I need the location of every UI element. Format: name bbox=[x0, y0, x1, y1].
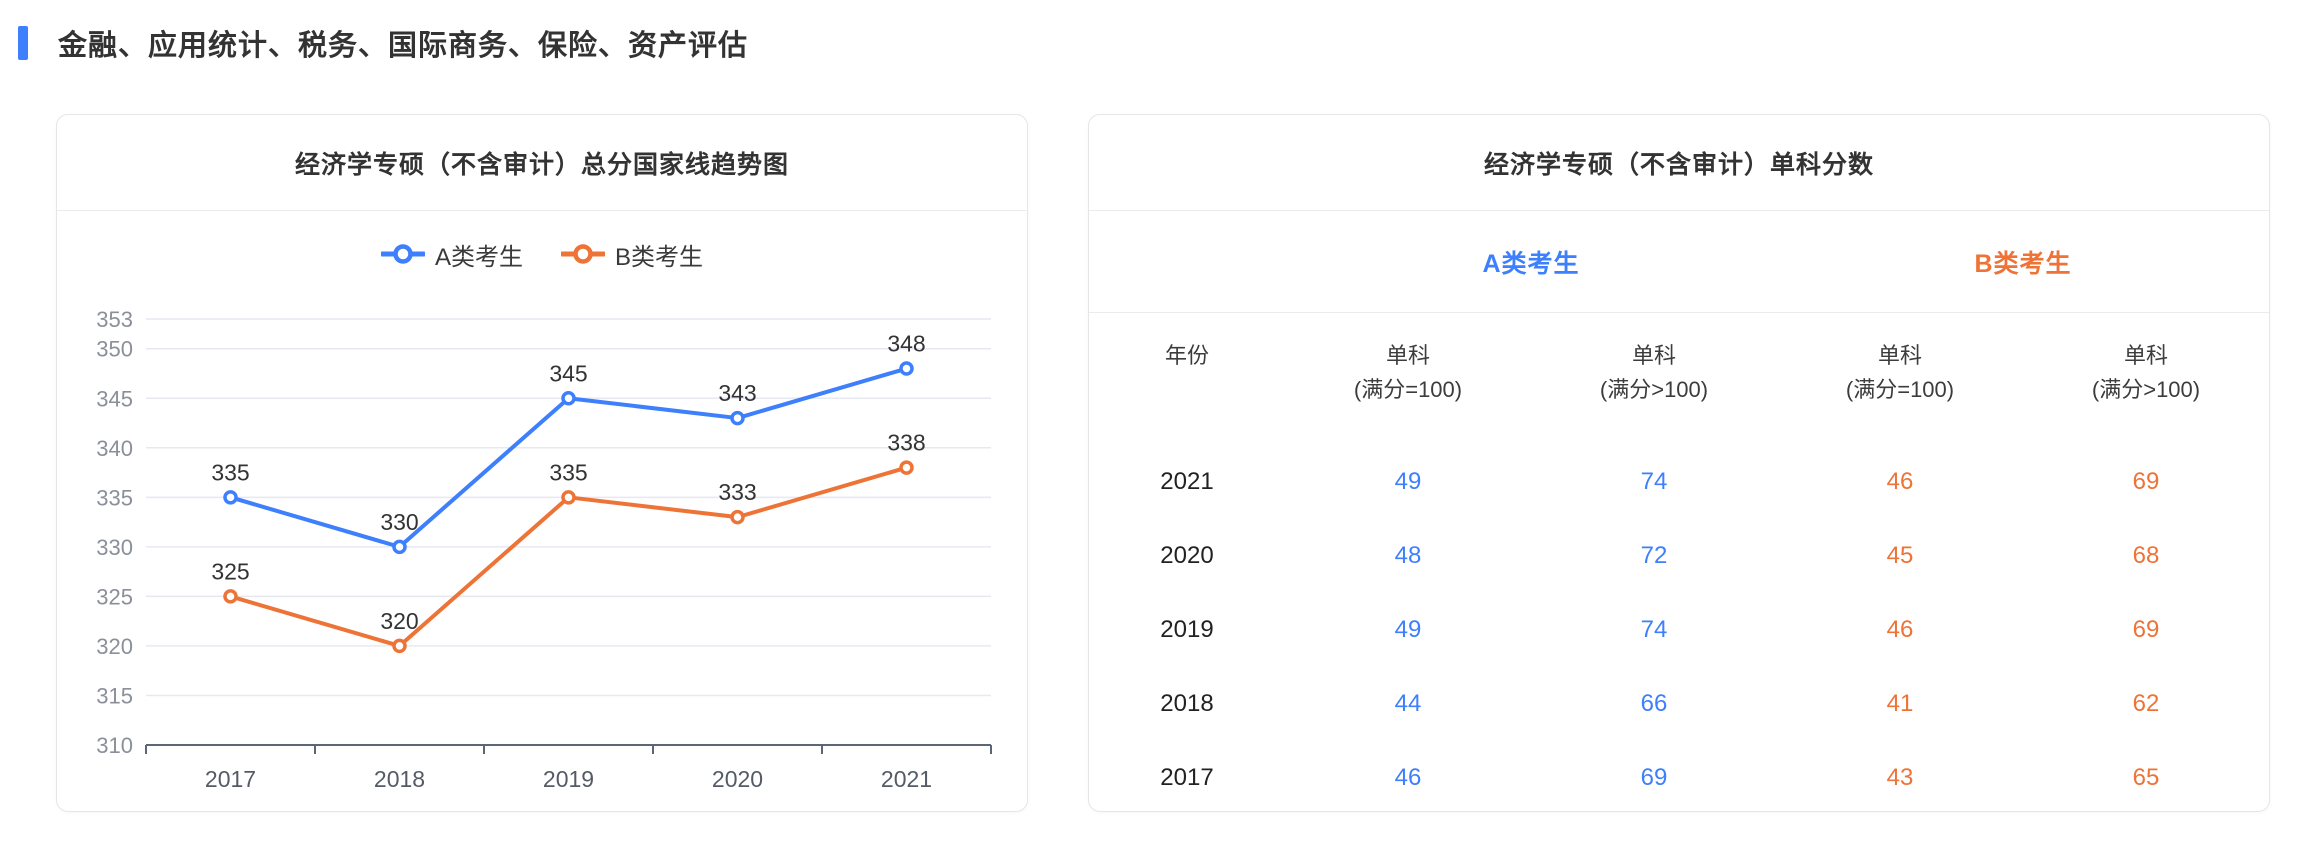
y-axis-tick-label: 353 bbox=[96, 307, 133, 332]
x-axis-tick-label: 2018 bbox=[374, 766, 425, 792]
data-point-label: 345 bbox=[549, 360, 587, 386]
data-point-label: 333 bbox=[718, 479, 756, 505]
column-header-0: 单科 (满分=100) bbox=[1285, 339, 1531, 407]
y-axis-tick-label: 320 bbox=[96, 634, 133, 659]
y-axis-tick-label: 335 bbox=[96, 485, 133, 510]
score-cell: 74 bbox=[1640, 468, 1668, 495]
y-axis-tick-label: 340 bbox=[96, 436, 133, 461]
data-point-A类考生-2019[interactable] bbox=[561, 391, 576, 406]
year-cell: 2017 bbox=[1160, 764, 1214, 791]
column-header-label: 单科 bbox=[1631, 343, 1676, 368]
legend-marker-icon bbox=[380, 244, 425, 264]
data-point-B类考生-2017[interactable] bbox=[223, 589, 238, 604]
legend-label: A类考生 bbox=[434, 243, 523, 271]
score-cell: 69 bbox=[2132, 468, 2160, 495]
score-cell: 43 bbox=[1886, 764, 1914, 791]
data-point-A类考生-2017[interactable] bbox=[223, 490, 238, 505]
column-header-year: 年份 bbox=[1164, 343, 1209, 368]
score-cell: 69 bbox=[1640, 764, 1668, 791]
legend-item-A类考生[interactable]: A类考生 bbox=[380, 237, 523, 272]
column-header-label: 单科 bbox=[1385, 343, 1430, 368]
score-cell: 62 bbox=[2132, 690, 2160, 717]
legend-marker-icon bbox=[561, 244, 605, 264]
accent-bar-icon bbox=[18, 26, 28, 60]
table-card-title: 经济学专硕（不含审计）单科分数 bbox=[1089, 115, 2269, 211]
data-point-label: 325 bbox=[211, 558, 249, 584]
data-point-label: 348 bbox=[887, 331, 925, 357]
legend-label: B类考生 bbox=[615, 243, 704, 271]
y-axis-tick-label: 350 bbox=[96, 337, 133, 362]
x-axis-tick-label: 2019 bbox=[543, 766, 594, 792]
score-cell: 72 bbox=[1640, 542, 1668, 569]
data-point-label: 335 bbox=[211, 459, 249, 485]
data-point-label: 330 bbox=[380, 509, 418, 535]
group-header-A类考生: A类考生 bbox=[1482, 249, 1580, 278]
column-header-2: 单科 (满分=100) bbox=[1777, 339, 2023, 407]
data-point-A类考生-2018[interactable] bbox=[392, 539, 407, 555]
table-column-header-row: 年份 单科 (满分=100) 单科 (满分>100) 单科 (满分=100) 单科 (满分>10… bbox=[1089, 313, 2269, 407]
score-cell: 69 bbox=[2132, 616, 2160, 643]
year-cell: 2019 bbox=[1160, 616, 1214, 643]
legend-item-B类考生[interactable]: B类考生 bbox=[561, 237, 703, 272]
data-point-label: 338 bbox=[887, 430, 925, 456]
data-point-label: 320 bbox=[380, 608, 418, 634]
column-header-label: 单科 bbox=[2123, 343, 2168, 368]
group-header-B类考生: B类考生 bbox=[1974, 249, 2072, 278]
year-cell: 2020 bbox=[1160, 542, 1214, 569]
y-axis-tick-label: 315 bbox=[96, 683, 133, 708]
page-title: 金融、应用统计、税务、国际商务、保险、资产评估 bbox=[58, 30, 749, 62]
score-cell: 41 bbox=[1886, 690, 1914, 717]
x-axis-tick-label: 2017 bbox=[205, 766, 256, 792]
data-point-label: 343 bbox=[718, 380, 756, 406]
chart-legend: A类考生 B类考生 bbox=[57, 237, 1027, 272]
column-header-1: 单科 (满分>100) bbox=[1531, 339, 1777, 407]
y-axis-tick-label: 325 bbox=[96, 584, 133, 609]
section-header: 金融、应用统计、税务、国际商务、保险、资产评估 bbox=[18, 22, 2304, 64]
data-point-B类考生-2018[interactable] bbox=[392, 638, 407, 654]
score-cell: 44 bbox=[1394, 690, 1422, 717]
table-row-2019: 2019 49 74 46 69 bbox=[1089, 593, 2269, 667]
data-point-B类考生-2019[interactable] bbox=[561, 490, 576, 505]
score-cell: 68 bbox=[2132, 542, 2160, 569]
score-cell: 48 bbox=[1394, 542, 1422, 569]
table-row-2021: 2021 49 74 46 69 bbox=[1089, 445, 2269, 519]
score-cell: 46 bbox=[1886, 468, 1914, 495]
column-header-sublabel: (满分=100) bbox=[1353, 377, 1463, 402]
chart-card-title: 经济学专硕（不含审计）总分国家线趋势图 bbox=[57, 115, 1027, 211]
table-row-2018: 2018 44 66 41 62 bbox=[1089, 667, 2269, 741]
column-header-3: 单科 (满分>100) bbox=[2023, 339, 2269, 407]
score-cell: 46 bbox=[1886, 616, 1914, 643]
table-row-2017: 2017 46 69 43 65 bbox=[1089, 741, 2269, 811]
content-area: 经济学专硕（不含审计）总分国家线趋势图 A类考生 B类考生 310 315 320 32… bbox=[56, 114, 2304, 812]
data-point-B类考生-2021[interactable] bbox=[899, 460, 914, 475]
score-cell: 46 bbox=[1394, 764, 1422, 791]
scores-table-card: 经济学专硕（不含审计）单科分数 A类考生 B类考生 年份 单科 (满分=100) 单科 (… bbox=[1088, 114, 2270, 812]
data-point-A类考生-2020[interactable] bbox=[730, 410, 745, 426]
score-cell: 74 bbox=[1640, 616, 1668, 643]
year-cell: 2018 bbox=[1160, 690, 1214, 717]
score-cell: 65 bbox=[2132, 764, 2160, 791]
x-axis-tick-label: 2021 bbox=[881, 766, 932, 792]
data-point-A类考生-2021[interactable] bbox=[899, 361, 914, 376]
column-header-sublabel: (满分=100) bbox=[1845, 377, 1955, 402]
y-axis-tick-label: 310 bbox=[96, 733, 133, 758]
data-point-B类考生-2020[interactable] bbox=[730, 509, 745, 525]
table-body: 2021 49 74 46 69 2020 48 72 45 68 2019 49 74 46 69 2018… bbox=[1089, 445, 2269, 811]
column-header-label: 单科 bbox=[1877, 343, 1922, 368]
trend-chart-card: 经济学专硕（不含审计）总分国家线趋势图 A类考生 B类考生 310 315 320 32… bbox=[56, 114, 1028, 812]
table-row-2020: 2020 48 72 45 68 bbox=[1089, 519, 2269, 593]
column-header-sublabel: (满分>100) bbox=[2091, 377, 2201, 402]
trend-line-chart: 310 315 320 325 330 335 340 345 350 353 2017 2018 20… bbox=[96, 307, 992, 792]
score-cell: 66 bbox=[1640, 690, 1668, 717]
score-cell: 49 bbox=[1394, 616, 1422, 643]
y-axis-tick-label: 345 bbox=[96, 386, 133, 411]
x-axis-tick-label: 2020 bbox=[712, 766, 763, 792]
score-cell: 49 bbox=[1394, 468, 1422, 495]
y-axis-tick-label: 330 bbox=[96, 535, 133, 560]
data-point-label: 335 bbox=[549, 459, 587, 485]
score-cell: 45 bbox=[1886, 542, 1914, 569]
year-cell: 2021 bbox=[1160, 468, 1214, 495]
table-group-header-row: A类考生 B类考生 bbox=[1089, 211, 2269, 313]
column-header-sublabel: (满分>100) bbox=[1599, 377, 1709, 402]
